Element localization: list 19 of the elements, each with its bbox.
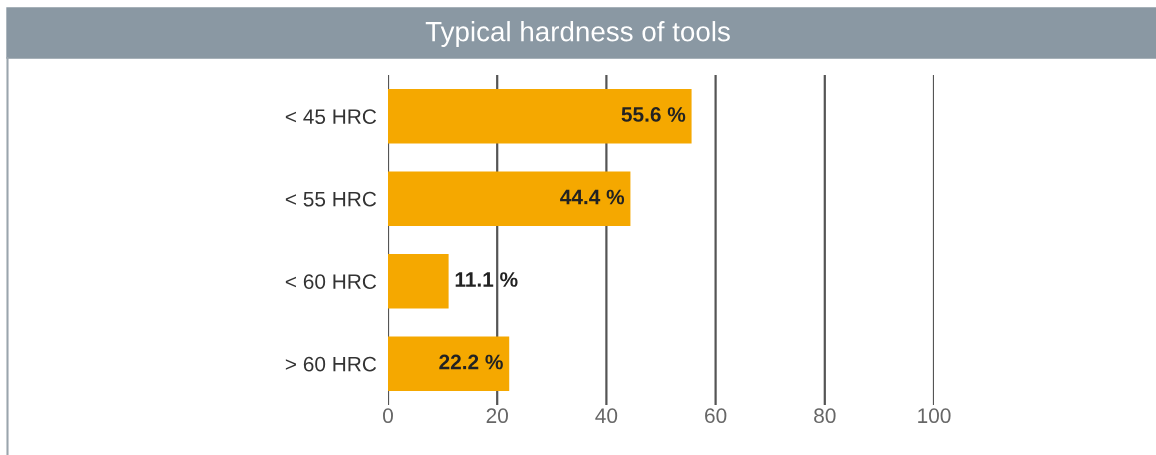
data-label: 22.2 % bbox=[439, 354, 503, 370]
y-tick-label: < 45 HRC bbox=[285, 109, 377, 124]
x-tick-label: 60 bbox=[705, 408, 727, 424]
bar bbox=[388, 171, 631, 226]
x-tick-label: 40 bbox=[595, 408, 618, 424]
data-label: 55.6 % bbox=[621, 107, 686, 122]
data-label: 11.1 % bbox=[455, 272, 518, 287]
bar bbox=[388, 89, 692, 144]
x-tick-label: 80 bbox=[814, 408, 836, 424]
y-tick-label: < 60 HRC bbox=[285, 274, 377, 289]
x-tick-label: 0 bbox=[383, 408, 393, 424]
y-tick-label: > 60 HRC bbox=[285, 356, 377, 372]
x-tick-label: 100 bbox=[918, 408, 951, 424]
x-tick-label: 20 bbox=[486, 408, 508, 424]
chart-title: Typical hardness of tools bbox=[425, 21, 730, 47]
bar bbox=[388, 336, 510, 391]
data-label: 44.4 % bbox=[560, 189, 625, 205]
bar bbox=[388, 254, 449, 309]
y-tick-label: < 55 HRC bbox=[285, 191, 377, 207]
